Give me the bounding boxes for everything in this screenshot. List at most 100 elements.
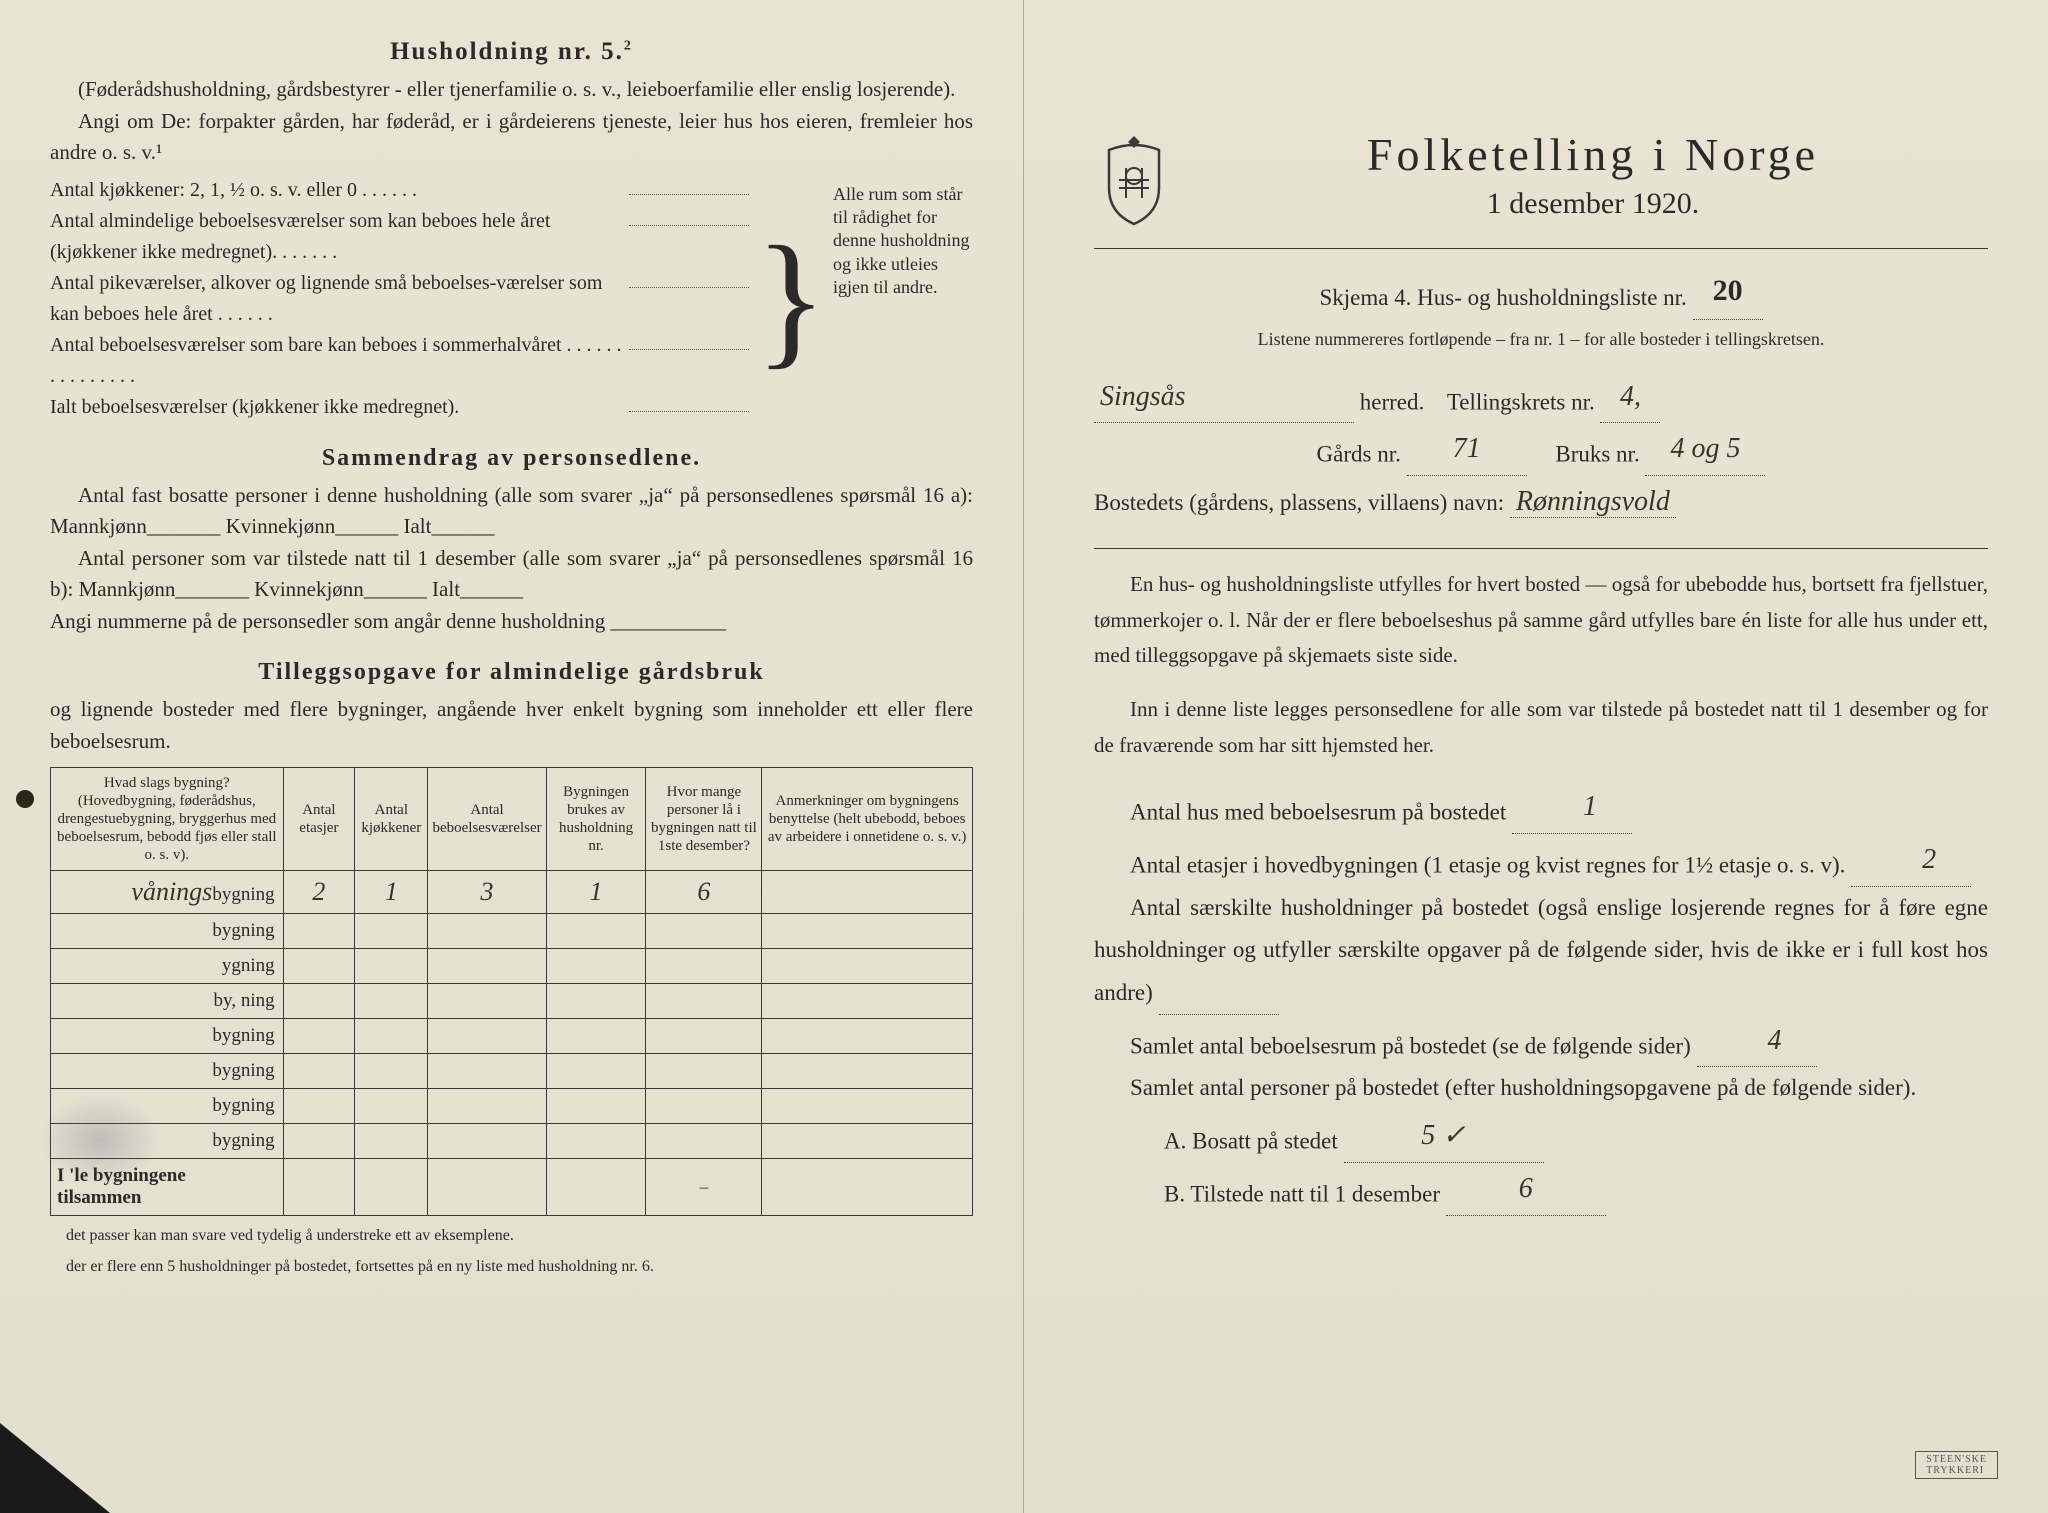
- row-cell: [428, 1019, 546, 1054]
- ink-smudge: [40, 1095, 160, 1185]
- row-cell: [546, 1054, 646, 1089]
- q4: Samlet antal beboelsesrum på bostedet (s…: [1094, 1015, 1988, 1068]
- table-row: bygning: [51, 914, 973, 949]
- table-row: by, ning: [51, 984, 973, 1019]
- qB: B. Tilstede natt til 1 desember 6: [1094, 1163, 1988, 1216]
- th-0: Hvad slags bygning? (Hovedbygning, føder…: [51, 768, 284, 871]
- skjema-label: Skjema 4. Hus- og husholdningsliste nr.: [1319, 285, 1686, 310]
- row-cell: [355, 1124, 428, 1159]
- herred-label: herred.: [1360, 389, 1425, 414]
- qA-label: A. Bosatt på stedet: [1164, 1128, 1338, 1153]
- q1-value: 1: [1512, 781, 1632, 834]
- brace-fill: [629, 330, 749, 350]
- row-cell: 1: [546, 871, 646, 914]
- q3: Antal særskilte husholdninger på bostede…: [1094, 887, 1988, 1015]
- census-date: 1 desember 1920.: [1198, 187, 1988, 221]
- right-header: Folketelling i Norge 1 desember 1920.: [1094, 128, 1988, 228]
- summary-p3: Angi nummerne på de personsedler som ang…: [50, 606, 973, 638]
- brace-fill: [629, 392, 749, 412]
- torn-corner: [0, 1423, 110, 1513]
- row-cell: [283, 1019, 355, 1054]
- bosted-value: Rønningsvold: [1510, 486, 1676, 518]
- row-cell: [546, 914, 646, 949]
- buildings-tbody: våningsbygning21316bygningygningby, ning…: [51, 871, 973, 1159]
- row-cell: [646, 1124, 762, 1159]
- total-3: [546, 1159, 646, 1216]
- table-row: våningsbygning21316: [51, 871, 973, 914]
- bosted-line: Bostedets (gårdens, plassens, villaens) …: [1094, 476, 1988, 528]
- total-5: [762, 1159, 973, 1216]
- bruk-label: Bruks nr.: [1555, 442, 1639, 467]
- row-type: bygning: [51, 914, 284, 949]
- gard-label: Gårds nr.: [1317, 442, 1401, 467]
- para-2: Inn i denne liste legges personsedlene f…: [1094, 692, 1988, 763]
- table-header-row: Hvad slags bygning? (Hovedbygning, føder…: [51, 768, 973, 871]
- row-type-suffix: bygning: [212, 1025, 274, 1046]
- row-type: bygning: [51, 1054, 284, 1089]
- total-0: [283, 1159, 355, 1216]
- table-row: ygning: [51, 949, 973, 984]
- brace-line-2: Antal pikeværelser, alkover og lignende …: [50, 268, 623, 330]
- brace-line-0: Antal kjøkkener: 2, 1, ½ o. s. v. eller …: [50, 175, 623, 206]
- row-cell: 6: [646, 871, 762, 914]
- summary-p1: Antal fast bosatte personer i denne hush…: [50, 480, 973, 543]
- row-cell: 1: [355, 871, 428, 914]
- row-cell: [762, 1124, 973, 1159]
- gard-value: 71: [1407, 423, 1527, 476]
- skjema-line: Skjema 4. Hus- og husholdningsliste nr. …: [1094, 263, 1988, 320]
- national-crest-icon: [1094, 128, 1174, 228]
- row-cell: [283, 914, 355, 949]
- row-type-suffix: bygning: [212, 1095, 274, 1116]
- cell-value: 1: [590, 877, 603, 906]
- row-cell: [762, 1054, 973, 1089]
- table-row: bygning: [51, 1054, 973, 1089]
- q5-label: Samlet antal personer på bostedet (efter…: [1094, 1067, 1988, 1110]
- q2-value: 2: [1851, 834, 1971, 887]
- row-cell: [546, 1124, 646, 1159]
- row-cell: [646, 1089, 762, 1124]
- row-cell: [762, 1089, 973, 1124]
- brace-glyph: }: [749, 239, 833, 359]
- bosted-label: Bostedets (gårdens, plassens, villaens) …: [1094, 490, 1504, 515]
- brace-fill: [629, 268, 749, 288]
- angi-line: Angi om De: forpakter gården, har føderå…: [50, 106, 973, 169]
- row-type-handwritten: vånings: [131, 877, 212, 906]
- row-cell: [355, 914, 428, 949]
- row-cell: 2: [283, 871, 355, 914]
- divider-2: [1094, 548, 1988, 549]
- row-cell: [646, 949, 762, 984]
- row-cell: [283, 1089, 355, 1124]
- bruk-value: 4 og 5: [1645, 423, 1765, 476]
- row-type-suffix: bygning: [212, 884, 274, 905]
- left-page: Husholdning nr. 5.2 (Føderådshusholdning…: [0, 0, 1024, 1513]
- q3-label: Antal særskilte husholdninger på bostede…: [1094, 895, 1988, 1005]
- row-cell: [762, 871, 973, 914]
- total-2: [428, 1159, 546, 1216]
- row-type: ygning: [51, 949, 284, 984]
- row-type-suffix: bygning: [212, 1130, 274, 1151]
- th-6: Anmerkninger om bygningens benyttelse (h…: [762, 768, 973, 871]
- tillegg-sub: og lignende bosteder med flere bygninger…: [50, 694, 973, 757]
- household-heading-text: Husholdning nr. 5.: [390, 38, 624, 65]
- cell-value: 3: [481, 877, 494, 906]
- right-page: Folketelling i Norge 1 desember 1920. Sk…: [1024, 0, 2048, 1513]
- subnote: Listene nummereres fortløpende – fra nr.…: [1094, 326, 1988, 353]
- row-cell: [428, 1124, 546, 1159]
- row-type: bygning: [51, 1019, 284, 1054]
- row-type: by, ning: [51, 984, 284, 1019]
- divider: [1094, 248, 1988, 249]
- row-cell: [283, 984, 355, 1019]
- row-cell: [428, 949, 546, 984]
- herred-value: Singsås: [1094, 371, 1354, 424]
- household-sup: 2: [624, 39, 633, 54]
- intro-paragraph: (Føderådshusholdning, gårdsbestyrer - el…: [50, 74, 973, 106]
- qA-value: 5 ✓: [1344, 1110, 1544, 1163]
- row-cell: [762, 1019, 973, 1054]
- row-cell: [283, 949, 355, 984]
- buildings-table: Hvad slags bygning? (Hovedbygning, føder…: [50, 767, 973, 1216]
- row-cell: [355, 1054, 428, 1089]
- brace-left-column: Antal kjøkkener: 2, 1, ½ o. s. v. eller …: [50, 175, 749, 423]
- row-cell: [546, 949, 646, 984]
- row-cell: 3: [428, 871, 546, 914]
- table-total-row: I 'le bygningene tilsammen –: [51, 1159, 973, 1216]
